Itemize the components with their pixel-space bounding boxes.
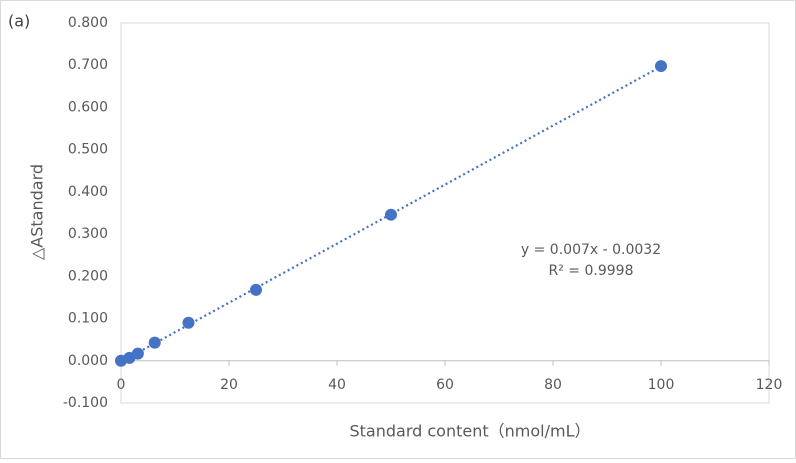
plot-border <box>120 22 770 404</box>
data-point <box>250 283 262 296</box>
x-tick-label: 40 <box>328 377 346 393</box>
y-tick-label: 0.500 <box>68 142 108 158</box>
x-tick-label: 100 <box>648 377 675 393</box>
panel-label: (a) <box>8 12 30 31</box>
y-tick-label: 0.200 <box>68 268 108 284</box>
y-tick-label: 0.100 <box>68 311 108 327</box>
y-tick-label: 0.300 <box>68 226 108 242</box>
data-point <box>385 208 397 221</box>
x-tick-label: 120 <box>756 377 783 393</box>
y-tick-label: 0.800 <box>68 15 108 31</box>
y-tick-label: 0.600 <box>68 99 108 115</box>
y-axis-title: △AStandard <box>28 164 47 260</box>
x-axis-title: Standard content（nmol/mL） <box>350 422 591 441</box>
x-tick-label: 0 <box>117 377 126 393</box>
y-tick-label: 0.000 <box>68 353 108 369</box>
x-tick-label: 80 <box>544 377 562 393</box>
x-tick-label: 60 <box>436 377 454 393</box>
data-point <box>131 347 144 360</box>
y-tick-label: -0.100 <box>63 395 108 411</box>
trendline-equation: y = 0.007x - 0.0032 <box>521 242 661 258</box>
x-tick-label: 20 <box>220 377 238 393</box>
data-point <box>182 316 195 329</box>
data-point <box>148 336 161 349</box>
data-point <box>655 60 667 73</box>
trendline-r-squared: R² = 0.9998 <box>549 263 634 279</box>
y-tick-label: 0.400 <box>68 184 108 200</box>
y-tick-label: 0.700 <box>68 57 108 73</box>
